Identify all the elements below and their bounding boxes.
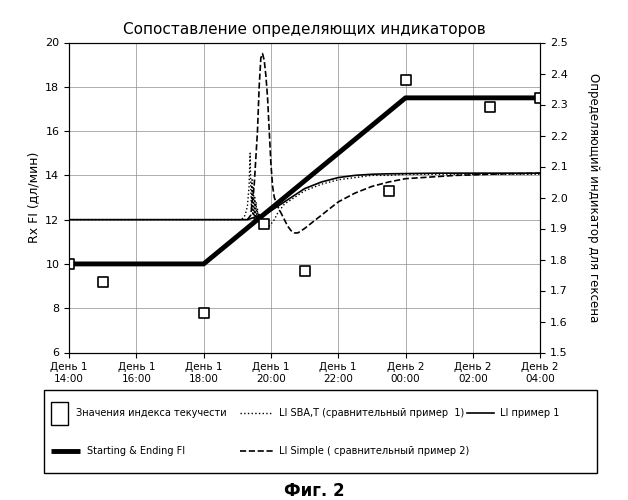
Text: LI пример 1: LI пример 1 [500,408,560,418]
Point [64,260,74,268]
Text: LI SBA,T (сравнительный пример  1): LI SBA,T (сравнительный пример 1) [279,408,464,418]
Point [198,308,208,316]
Point [401,76,411,84]
Text: Значения индекса текучести: Значения индекса текучести [76,408,227,418]
Point [384,187,394,195]
Bar [51,402,68,425]
Text: Starting & Ending FI: Starting & Ending FI [87,446,185,456]
Y-axis label: Rx FI (дл/мин): Rx FI (дл/мин) [26,152,40,243]
Y-axis label: Определяющий индикатор для гексена: Определяющий индикатор для гексена [587,73,600,322]
Point [535,94,545,102]
Point [98,278,108,285]
Point [259,220,269,228]
Point [485,102,495,110]
Title: Сопоставление определяющих индикаторов: Сопоставление определяющих индикаторов [123,22,486,37]
Text: Фиг. 2: Фиг. 2 [284,482,344,500]
Text: LI Simple ( сравнительный пример 2): LI Simple ( сравнительный пример 2) [279,446,469,456]
Point [300,266,310,274]
